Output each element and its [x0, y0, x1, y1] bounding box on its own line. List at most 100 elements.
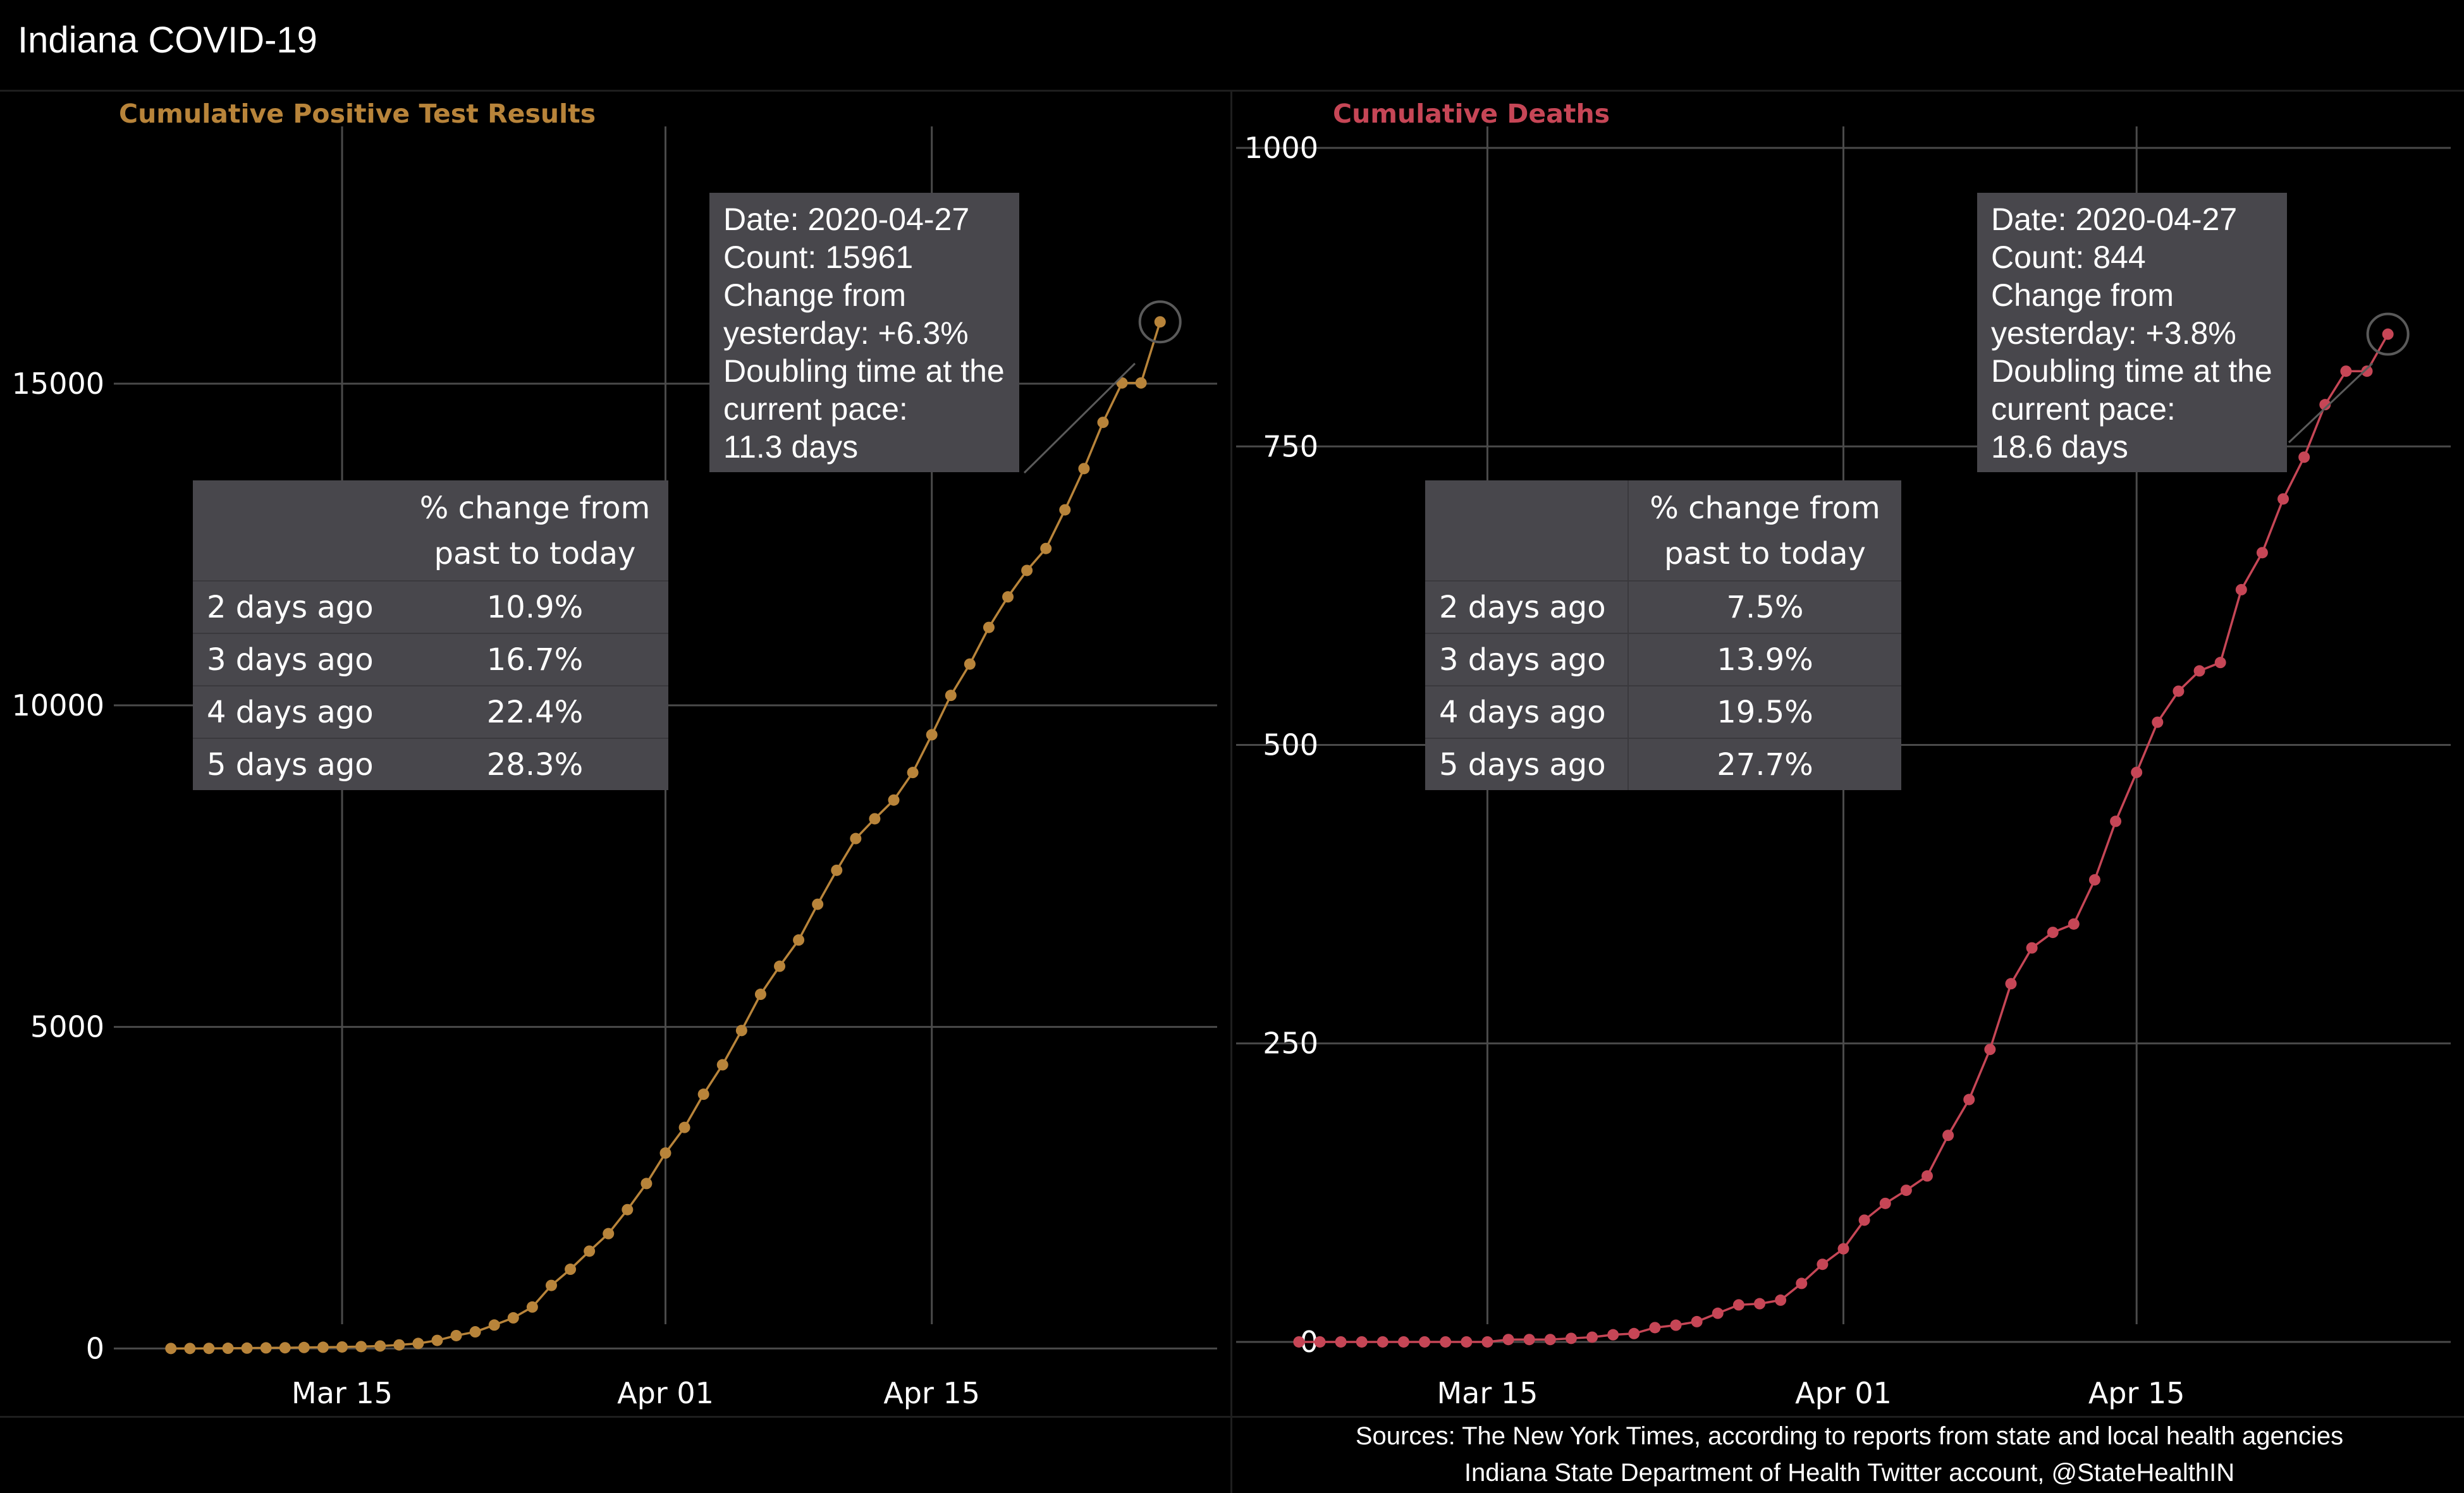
data-point [2152, 716, 2164, 728]
x-tick-label: Mar 15 [291, 1376, 393, 1410]
y-tick-label: 500 [1263, 728, 1318, 762]
data-point [1356, 1336, 1368, 1348]
panel-divider [1230, 92, 1232, 1493]
tooltip-line-count: Count: 15961 [723, 240, 914, 275]
data-point [907, 767, 919, 779]
data-point [1879, 1197, 1891, 1209]
data-point [2214, 657, 2226, 669]
data-point [622, 1204, 634, 1216]
highlight-ring [2366, 312, 2410, 356]
data-point [260, 1342, 272, 1354]
data-point [1314, 1336, 1326, 1348]
table-header-blank [193, 480, 401, 581]
data-point [1565, 1332, 1577, 1344]
data-point [279, 1342, 291, 1354]
table-header-change: % change from past to today [401, 480, 668, 581]
panel-title: Cumulative Deaths [1333, 99, 1610, 129]
data-point [1858, 1214, 1870, 1226]
data-point [393, 1339, 405, 1351]
tooltip-line-date: Date: 2020-04-27 [723, 202, 970, 237]
panel-title: Cumulative Positive Test Results [119, 99, 596, 129]
data-point [2235, 583, 2247, 595]
highlight-ring [1138, 300, 1182, 344]
data-point [869, 813, 881, 825]
tooltip-line-change-value: yesterday: +6.3% [723, 315, 969, 351]
data-point [412, 1338, 424, 1350]
table-cell-period: 4 days ago [193, 685, 401, 738]
data-point [298, 1341, 310, 1353]
data-point [1059, 504, 1071, 516]
data-point [1419, 1336, 1431, 1348]
table-row: 2 days ago 7.5% [1425, 580, 1901, 633]
callout-leader [2288, 362, 2374, 444]
data-point [1397, 1336, 1409, 1348]
data-point [2193, 665, 2205, 677]
data-point [1097, 417, 1109, 429]
data-point [584, 1245, 596, 1257]
data-point [431, 1334, 443, 1346]
table-cell-value: 7.5% [1627, 580, 1901, 633]
sources-line-2: Indiana State Department of Health Twitt… [1464, 1459, 2235, 1487]
data-point [1984, 1044, 1996, 1056]
x-tick-label: Apr 01 [1795, 1376, 1892, 1410]
data-point [2256, 547, 2268, 559]
data-point [2319, 399, 2331, 411]
x-tick-label: Apr 15 [883, 1376, 980, 1410]
data-point [1691, 1315, 1703, 1327]
data-point [793, 934, 805, 946]
data-point [774, 960, 786, 972]
data-point [1135, 377, 1147, 389]
data-point [565, 1264, 577, 1276]
data-point [2382, 328, 2394, 340]
data-point [1002, 591, 1014, 603]
tooltip-line-change: Change from [1991, 277, 2174, 313]
tooltip-line-change-value: yesterday: +3.8% [1991, 315, 2236, 351]
data-point [1440, 1336, 1452, 1348]
table-row: 2 days ago 10.9% [193, 580, 668, 633]
data-point [317, 1341, 329, 1353]
y-tick-label: 1000 [1244, 131, 1318, 165]
data-point [1335, 1336, 1347, 1348]
table-header-row: % change from past to today [1425, 480, 1901, 581]
data-point [1607, 1329, 1619, 1341]
data-point [831, 864, 843, 876]
data-point [1963, 1094, 1975, 1106]
data-point [2005, 978, 2017, 990]
table-row: 3 days ago 16.7% [193, 633, 668, 686]
data-point [165, 1343, 177, 1355]
table-header-line: past to today [434, 536, 636, 571]
deaths-tooltip: Date: 2020-04-27 Count: 844 Change from … [1977, 193, 2287, 472]
y-tick-label: 750 [1263, 429, 1318, 463]
data-point [1921, 1170, 1933, 1182]
data-point [469, 1326, 481, 1338]
tooltip-line-count: Count: 844 [1991, 240, 2146, 275]
cases-change-table: % change from past to today 2 days ago 1… [193, 480, 668, 790]
table-cell-period: 5 days ago [193, 738, 401, 790]
y-tick-label: 5000 [30, 1010, 104, 1044]
data-point [641, 1178, 653, 1190]
data-point [1670, 1319, 1682, 1331]
data-point [1021, 564, 1033, 576]
data-point [1481, 1336, 1493, 1348]
y-tick-label: 0 [86, 1331, 104, 1365]
tooltip-line-date: Date: 2020-04-27 [1991, 202, 2238, 237]
data-point [450, 1329, 462, 1341]
table-cell-value: 28.3% [401, 738, 668, 790]
table-row: 3 days ago 13.9% [1425, 633, 1901, 686]
data-point [1040, 542, 1052, 554]
data-point [2068, 918, 2080, 930]
data-point [603, 1228, 615, 1240]
data-point [2173, 685, 2185, 697]
data-point [1376, 1336, 1388, 1348]
tooltip-line-change: Change from [723, 277, 907, 313]
data-point [2047, 927, 2059, 939]
data-point [1523, 1334, 1535, 1346]
y-tick-label: 250 [1263, 1027, 1318, 1061]
table-cell-period: 3 days ago [193, 633, 401, 686]
data-point [2110, 815, 2122, 827]
data-point [926, 729, 938, 741]
data-point [1817, 1258, 1829, 1271]
tooltip-line-doubling: Doubling time at the [723, 353, 1005, 389]
table-cell-value: 19.5% [1627, 685, 1901, 738]
data-point [1775, 1294, 1787, 1306]
